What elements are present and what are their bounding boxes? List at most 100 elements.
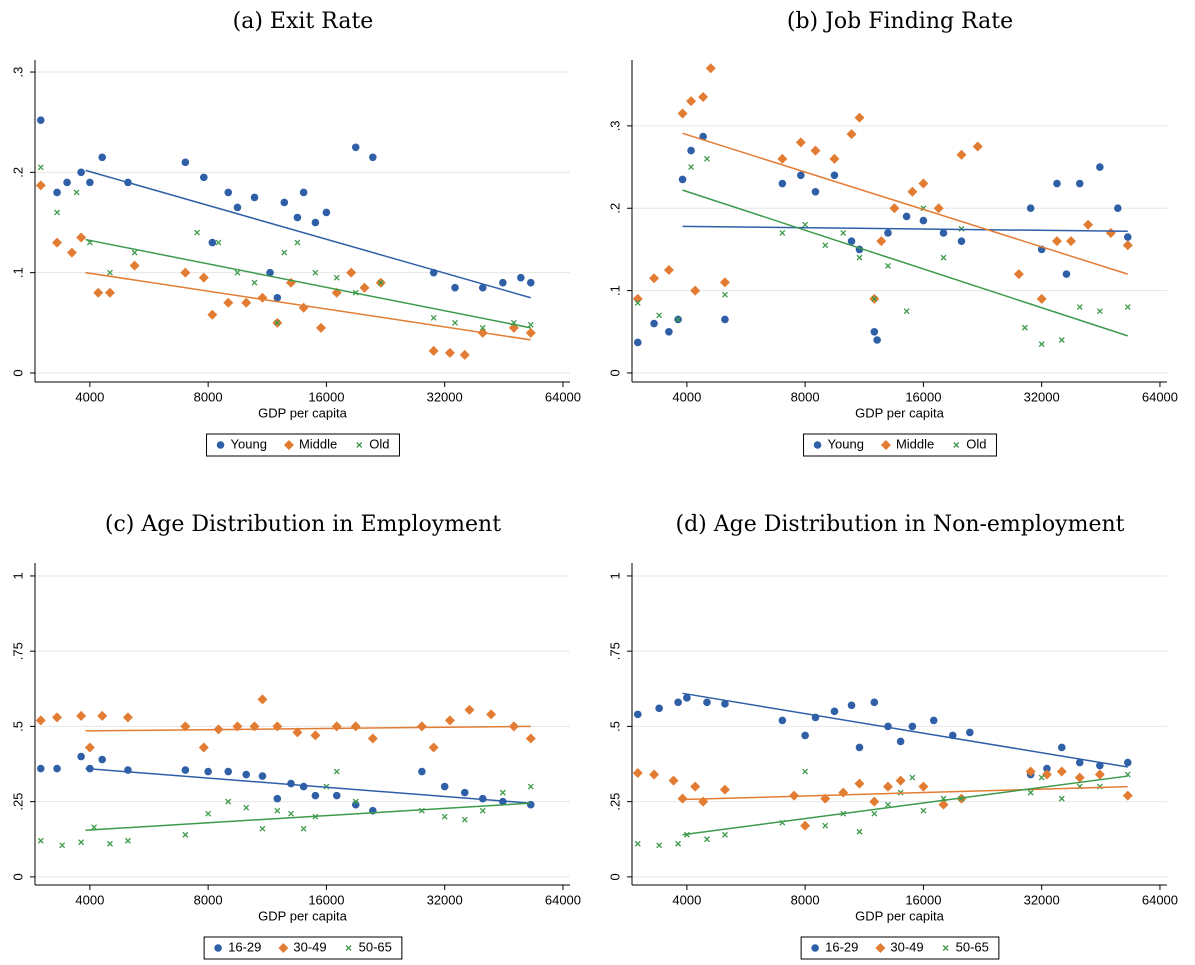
point: [703, 698, 711, 707]
point: [856, 828, 863, 835]
point: [683, 694, 691, 702]
point: [107, 269, 113, 276]
point: [76, 232, 87, 243]
point: [1083, 219, 1094, 230]
point: [200, 173, 208, 182]
point: [352, 798, 359, 805]
point: [847, 237, 856, 245]
x-tick-label: 16000: [905, 389, 941, 404]
x-tick-label: 4000: [75, 892, 104, 907]
x-tick-label: 8000: [791, 389, 820, 404]
point: [884, 229, 892, 237]
panel: (d) Age Distribution in Non-employment 0.…: [607, 512, 1178, 960]
point: [351, 143, 360, 152]
x-tick-label: 4000: [75, 389, 104, 404]
point: [526, 800, 535, 809]
legend-label: Old: [369, 436, 389, 451]
point: [940, 254, 947, 261]
panel: (a) Exit Rate 0 .1 .2 .3 4000 8000 16000 32000 64…: [10, 9, 581, 457]
x-tick-label: 4000: [672, 389, 701, 404]
point: [677, 793, 688, 804]
point: [704, 836, 710, 843]
point: [250, 193, 259, 202]
point: [66, 247, 77, 258]
point: [1057, 743, 1066, 752]
point: [896, 737, 905, 746]
point: [1036, 293, 1047, 304]
point: [315, 322, 326, 333]
y-tick-label: 1: [10, 572, 25, 579]
point: [942, 945, 949, 951]
x-axis-label: GDP per capita: [258, 405, 347, 420]
legend-box: [800, 936, 1000, 960]
legend-label: Middle: [299, 436, 337, 451]
point: [953, 442, 960, 448]
point: [721, 700, 729, 708]
point: [871, 295, 878, 302]
point: [311, 218, 320, 227]
point: [778, 179, 787, 188]
point: [287, 779, 295, 788]
point: [1114, 204, 1122, 213]
point: [929, 716, 938, 725]
point: [800, 820, 811, 831]
point: [1025, 766, 1036, 777]
point: [332, 791, 341, 800]
point: [665, 327, 673, 336]
point: [86, 178, 94, 187]
point: [274, 807, 281, 814]
point: [1096, 783, 1103, 790]
point: [198, 272, 209, 283]
point: [52, 712, 63, 723]
point: [829, 153, 840, 164]
point: [124, 837, 131, 844]
point: [1105, 227, 1116, 238]
point: [1076, 304, 1083, 311]
point: [63, 178, 71, 187]
point: [820, 793, 831, 804]
point: [830, 171, 839, 180]
point: [416, 721, 427, 732]
point: [674, 698, 682, 707]
point: [778, 716, 787, 725]
point: [855, 743, 864, 752]
point: [856, 254, 863, 261]
x-tick-label: 16000: [308, 389, 344, 404]
point: [1021, 324, 1028, 331]
point: [649, 769, 660, 780]
point: [441, 813, 448, 820]
point: [1096, 761, 1104, 770]
panel: (b) Job Finding Rate 0 .1 .2 .3 4000 8000 16000…: [607, 9, 1178, 457]
point: [822, 242, 829, 249]
point: [293, 213, 302, 222]
y-tick-label: 0: [10, 369, 25, 376]
point: [242, 770, 251, 779]
point: [1096, 163, 1104, 171]
point: [499, 789, 506, 796]
point: [1124, 304, 1131, 311]
point: [854, 112, 865, 123]
point: [207, 309, 218, 320]
legend-label: Old: [966, 436, 986, 451]
point: [300, 825, 307, 832]
point: [650, 319, 658, 328]
y-tick-label: 1: [607, 572, 622, 579]
y-tick-label: .75: [607, 642, 622, 660]
point: [1056, 766, 1067, 777]
point: [77, 168, 85, 177]
point: [846, 129, 857, 140]
legend-box: [803, 433, 997, 457]
point: [690, 781, 701, 792]
point: [882, 781, 893, 792]
point: [273, 794, 282, 803]
y-tick-label: .5: [607, 721, 622, 732]
point: [1043, 764, 1051, 773]
point: [918, 781, 929, 792]
point: [870, 698, 879, 707]
point: [36, 116, 45, 124]
legend-label: Young: [828, 436, 864, 451]
point: [84, 742, 95, 753]
point: [795, 137, 806, 148]
point: [698, 92, 709, 103]
